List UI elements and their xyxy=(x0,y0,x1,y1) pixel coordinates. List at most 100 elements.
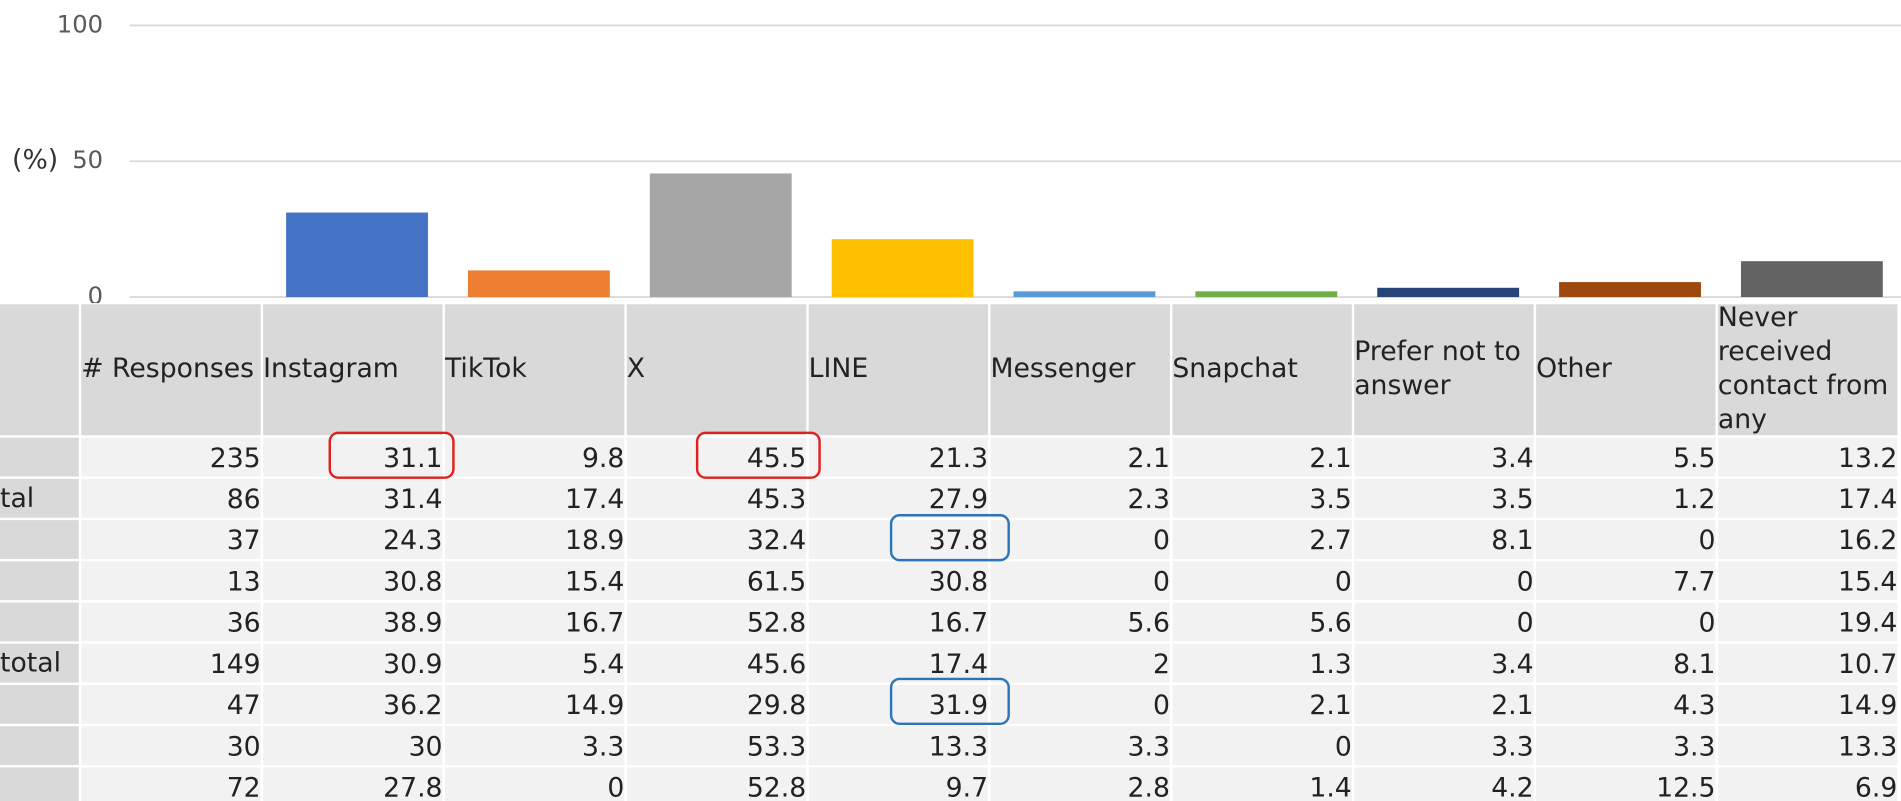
header-cell: LINE xyxy=(808,304,989,436)
table-cell: 15.4 xyxy=(1717,561,1898,601)
table-cell: 2.8 xyxy=(990,767,1170,801)
table-cell: 8.1 xyxy=(1536,643,1716,683)
bar xyxy=(1013,291,1156,298)
bar xyxy=(1377,287,1520,298)
header-cell: Snapchat xyxy=(1172,304,1352,436)
table-cell: 2 xyxy=(990,643,1170,683)
y-tick-label: 0 xyxy=(88,281,103,303)
table-cell: 45.3 xyxy=(626,478,807,518)
table-cell: 0 xyxy=(1172,561,1352,601)
row-label xyxy=(0,437,79,477)
table-cell: 3.4 xyxy=(1354,437,1534,477)
highlight-box xyxy=(695,431,821,479)
table-cell: 36 xyxy=(81,602,261,642)
table-cell: 3.3 xyxy=(444,726,625,766)
table-cell: 30.9 xyxy=(263,643,443,683)
table-cell: 21.3 xyxy=(808,437,989,477)
highlight-box xyxy=(328,431,455,479)
table-cell: 2.1 xyxy=(1172,684,1352,724)
table-cell: 2.1 xyxy=(1354,684,1534,724)
row-label xyxy=(0,767,79,801)
table-cell: 72 xyxy=(81,767,261,801)
table-cell: 31.1 xyxy=(263,437,443,477)
table-cell: 4.3 xyxy=(1536,684,1716,724)
table-cell: 17.4 xyxy=(1717,478,1898,518)
table-cell: 2.1 xyxy=(1172,437,1352,477)
row-label: total xyxy=(0,643,79,683)
table-cell: 16.7 xyxy=(444,602,625,642)
table-cell: 17.4 xyxy=(808,643,989,683)
table-cell: 47 xyxy=(81,684,261,724)
y-tick-label: 100 xyxy=(57,9,103,38)
table-cell: 52.8 xyxy=(626,602,807,642)
header-cell: TikTok xyxy=(444,304,625,436)
table-cell: 0 xyxy=(1536,520,1716,559)
table-cell: 149 xyxy=(81,643,261,683)
table-cell: 53.3 xyxy=(626,726,807,766)
table-cell: 5.5 xyxy=(1536,437,1716,477)
table-cell: 0 xyxy=(990,561,1170,601)
y-axis-label: (%) xyxy=(12,145,58,176)
highlight-box xyxy=(889,677,1010,725)
row-label xyxy=(0,561,79,601)
highlight-box xyxy=(889,514,1010,562)
table-cell: 1.4 xyxy=(1172,767,1352,801)
table-cell: 5.6 xyxy=(990,602,1170,642)
bar xyxy=(1195,291,1338,298)
table-cell: 14.9 xyxy=(1717,684,1898,724)
table-cell: 52.8 xyxy=(626,767,807,801)
table-cell: 3.3 xyxy=(1354,726,1534,766)
table-cell: 7.7 xyxy=(1536,561,1716,601)
table-cell: 235 xyxy=(81,437,261,477)
bar xyxy=(1740,261,1883,298)
table-cell: 3.3 xyxy=(1536,726,1716,766)
table-cell: 9.7 xyxy=(808,767,989,801)
table-cell: 45.5 xyxy=(626,437,807,477)
header-cell: Never received contact from any xyxy=(1717,304,1898,436)
table-cell: 3.4 xyxy=(1354,643,1534,683)
row-label xyxy=(0,726,79,766)
table-cell: 13.2 xyxy=(1717,437,1898,477)
bar xyxy=(649,173,792,298)
table-cell: 13.3 xyxy=(1717,726,1898,766)
table-cell: 8.1 xyxy=(1354,520,1534,559)
table-cell: 1.2 xyxy=(1536,478,1716,518)
row-label xyxy=(0,602,79,642)
table-cell: 27.8 xyxy=(263,767,443,801)
row-label xyxy=(0,684,79,724)
bar xyxy=(1559,282,1701,298)
table-cell: 0 xyxy=(1536,602,1716,642)
header-cell: Prefer not to answer xyxy=(1354,304,1534,436)
bar xyxy=(286,212,428,298)
bar xyxy=(467,270,610,298)
chart: (%) 0 50 100 xyxy=(12,9,1901,303)
header-cell: Messenger xyxy=(990,304,1170,436)
table-cell: 36.2 xyxy=(263,684,443,724)
table-cell: 3.5 xyxy=(1354,478,1534,518)
table-cell: 0 xyxy=(1172,726,1352,766)
table-cell: 6.9 xyxy=(1717,767,1898,801)
table-cell: 4.2 xyxy=(1354,767,1534,801)
table-cell: 19.4 xyxy=(1717,602,1898,642)
table-cell: 16.7 xyxy=(808,602,989,642)
table-cell: 1.3 xyxy=(1172,643,1352,683)
table-cell: 0 xyxy=(990,520,1170,559)
table-cell: 3.5 xyxy=(1172,478,1352,518)
header-cell: X xyxy=(626,304,807,436)
table-cell: 45.6 xyxy=(626,643,807,683)
bar xyxy=(831,239,974,298)
header-cell: Instagram xyxy=(263,304,443,436)
table-cell: 13 xyxy=(81,561,261,601)
table-cell: 5.6 xyxy=(1172,602,1352,642)
table-cell: 0 xyxy=(1354,561,1534,601)
table-cell: 2.7 xyxy=(1172,520,1352,559)
table-cell: 38.9 xyxy=(263,602,443,642)
table-cell: 2.3 xyxy=(990,478,1170,518)
table-cell: 12.5 xyxy=(1536,767,1716,801)
table-cell: 31.4 xyxy=(263,478,443,518)
row-label xyxy=(0,520,79,559)
table-cell: 14.9 xyxy=(444,684,625,724)
table-cell: 29.8 xyxy=(626,684,807,724)
table-cell: 13.3 xyxy=(808,726,989,766)
